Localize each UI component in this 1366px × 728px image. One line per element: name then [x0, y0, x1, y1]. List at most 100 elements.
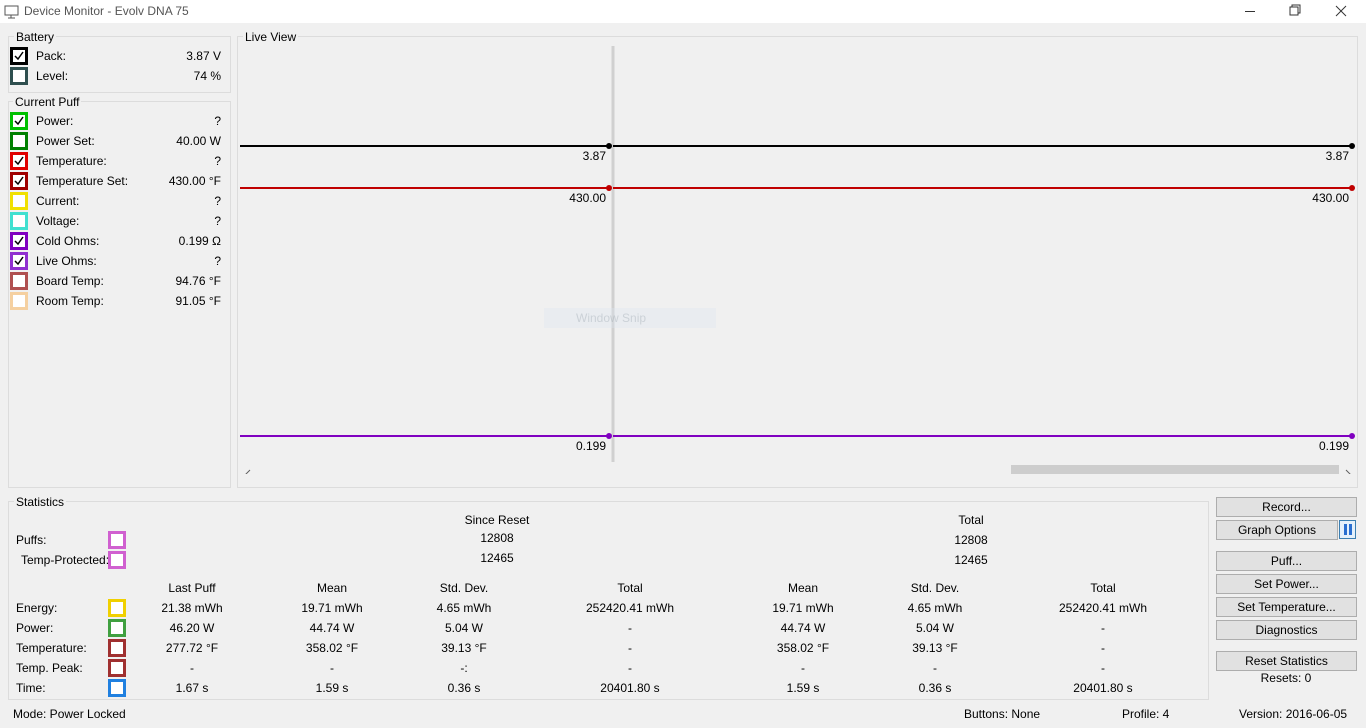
cell: -:	[460, 661, 468, 675]
column-header: Since Reset	[464, 513, 530, 527]
current-puff-group	[8, 101, 231, 488]
battery-group	[8, 36, 231, 93]
row-label: Temp-Protected:	[21, 553, 110, 567]
cell: 5.04 W	[915, 621, 954, 635]
checkbox[interactable]	[10, 132, 28, 150]
window-title: Device Monitor - Evolv DNA 75	[24, 4, 189, 18]
row-label: Temperature:	[16, 641, 87, 655]
checkbox[interactable]	[10, 292, 28, 310]
column-header: Total	[617, 581, 643, 595]
pause-icon[interactable]	[1339, 520, 1356, 539]
checkbox[interactable]	[108, 551, 126, 569]
cell: 44.74 W	[780, 621, 826, 635]
checkbox[interactable]	[10, 172, 28, 190]
cell: 4.65 mWh	[436, 601, 492, 615]
cell: -	[801, 661, 805, 675]
checkbox[interactable]	[10, 47, 28, 65]
checkbox[interactable]	[10, 112, 28, 130]
group-title: Current Puff	[13, 95, 82, 109]
field-label: Power:	[36, 114, 74, 128]
count-value: 12808	[480, 531, 514, 545]
status-buttons: Buttons: None	[964, 707, 1041, 721]
trace-dot	[1349, 433, 1355, 439]
field-value: 94.76 °F	[175, 274, 222, 288]
cell: 21.38 mWh	[161, 601, 223, 615]
checkbox[interactable]	[108, 531, 126, 549]
checkbox[interactable]	[10, 192, 28, 210]
cell: 1.67 s	[175, 681, 209, 695]
button[interactable]: Graph Options	[1216, 520, 1338, 540]
cell: 1.59 s	[315, 681, 349, 695]
checkbox[interactable]	[10, 152, 28, 170]
checkbox[interactable]	[10, 67, 28, 85]
column-header: Std. Dev.	[910, 581, 960, 595]
column-header: Total	[1090, 581, 1116, 595]
field-value: 430.00 °F	[168, 174, 221, 188]
cell: -	[628, 641, 632, 655]
scroll-left[interactable]	[245, 469, 251, 474]
field-value: ?	[214, 254, 221, 268]
cell: 19.71 mWh	[772, 601, 834, 615]
cell: 358.02 °F	[776, 641, 830, 655]
group-title: Statistics	[14, 495, 67, 509]
cell: 39.13 °F	[441, 641, 487, 655]
scroll-thumb[interactable]	[1011, 465, 1339, 474]
field-value: 91.05 °F	[175, 294, 222, 308]
checkbox[interactable]	[108, 599, 126, 617]
checkbox[interactable]	[108, 639, 126, 657]
cell: -	[933, 661, 937, 675]
field-label: Board Temp:	[36, 274, 104, 288]
row-label: Time:	[16, 681, 46, 695]
button[interactable]: Record...	[1216, 497, 1357, 517]
button[interactable]: Puff...	[1216, 551, 1357, 571]
trace-label: 0.199	[1319, 439, 1349, 453]
checkbox[interactable]	[10, 252, 28, 270]
checkbox[interactable]	[108, 619, 126, 637]
scrollbar[interactable]	[239, 464, 1355, 474]
button[interactable]: Reset Statistics	[1216, 651, 1357, 671]
scroll-right[interactable]	[1345, 469, 1351, 474]
checkbox[interactable]	[10, 212, 28, 230]
trace-dot	[1349, 185, 1355, 191]
cell: -	[330, 661, 334, 675]
checkbox[interactable]	[108, 679, 126, 697]
column-header: Std. Dev.	[439, 581, 489, 595]
checkbox[interactable]	[10, 232, 28, 250]
cell: 277.72 °F	[165, 641, 219, 655]
status-profile: Profile: 4	[1122, 707, 1170, 721]
app-icon	[4, 5, 19, 19]
field-value: ?	[214, 114, 221, 128]
cell: 0.36 s	[918, 681, 952, 695]
cell: -	[1101, 661, 1105, 675]
checkbox[interactable]	[108, 659, 126, 677]
field-label: Voltage:	[36, 214, 80, 228]
group-title: Battery	[14, 30, 57, 44]
field-label: Pack:	[36, 49, 67, 63]
cell: 252420.41 mWh	[585, 601, 675, 615]
checkbox[interactable]	[10, 272, 28, 290]
button[interactable]: Set Temperature...	[1216, 597, 1357, 617]
field-value: ?	[214, 194, 221, 208]
field-label: Live Ohms:	[36, 254, 97, 268]
field-label: Temperature Set:	[36, 174, 129, 188]
field-value: 40.00 W	[176, 134, 221, 148]
row-label: Energy:	[16, 601, 58, 615]
group-title: Live View	[243, 30, 299, 44]
row-label: Puffs:	[16, 533, 47, 547]
field-value: 74 %	[193, 69, 221, 83]
cell: 358.02 °F	[305, 641, 359, 655]
field-label: Power Set:	[36, 134, 95, 148]
trace-dot	[1349, 143, 1355, 149]
button[interactable]: Set Power...	[1216, 574, 1357, 594]
cell: -	[190, 661, 194, 675]
column-header: Last Puff	[168, 581, 216, 595]
column-header: Mean	[316, 581, 348, 595]
field-value: ?	[214, 214, 221, 228]
button[interactable]: Diagnostics	[1216, 620, 1357, 640]
trace-dot	[606, 143, 612, 149]
window-controls[interactable]	[1226, 0, 1366, 23]
trace-dot	[606, 433, 612, 439]
cell: -	[1101, 621, 1105, 635]
cell: -	[1101, 641, 1105, 655]
status-version: Version: 2016-06-05	[1239, 707, 1348, 721]
